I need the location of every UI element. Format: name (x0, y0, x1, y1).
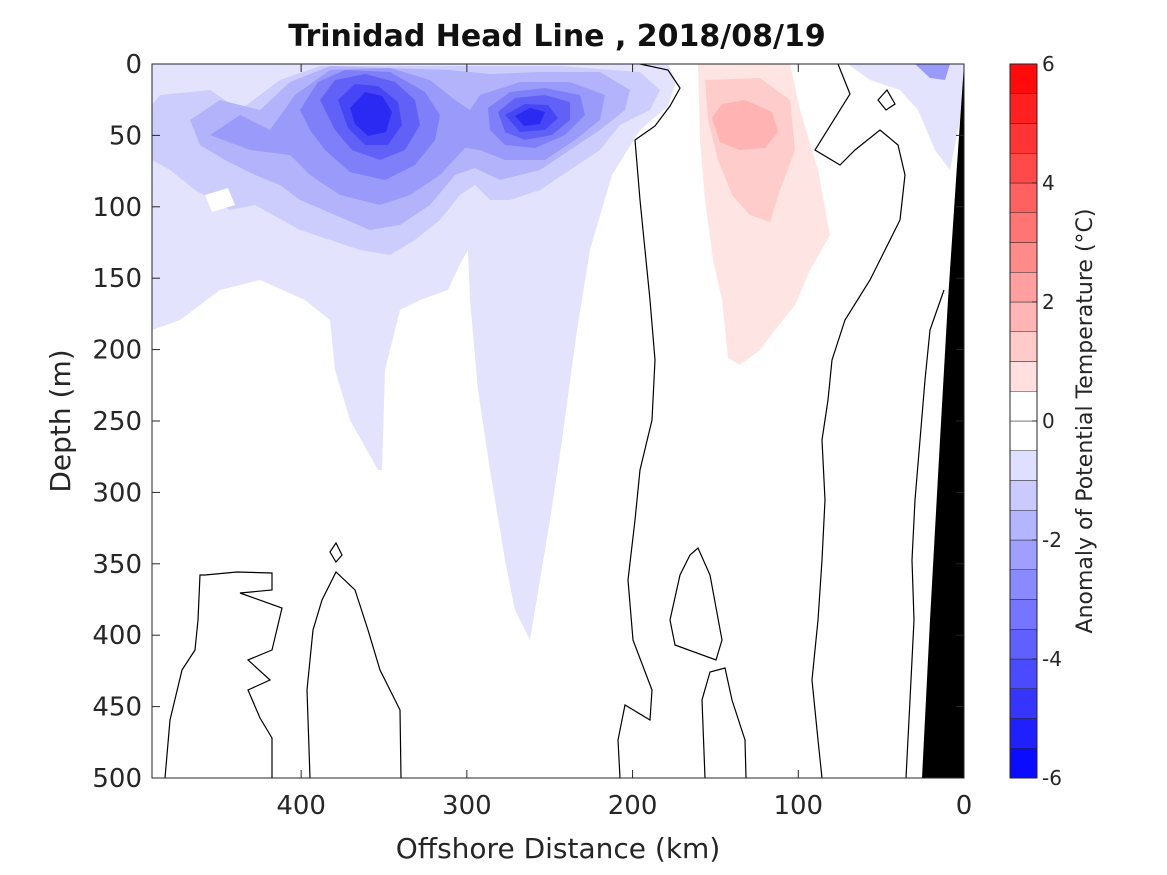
cold-anomaly-nearshore-light (848, 64, 964, 170)
contour-line-1 (617, 64, 681, 778)
colorbar-segment (1009, 123, 1038, 154)
colorbar-segment (1009, 510, 1038, 541)
colorbar-segment (1009, 63, 1038, 94)
colorbar-tick-label: -4 (1042, 647, 1062, 671)
x-tick-label: 200 (608, 791, 658, 821)
colorbar-segment (1009, 420, 1038, 451)
colorbar-segment (1009, 242, 1038, 273)
contour-line-8 (669, 547, 723, 661)
colorbar-segment (1009, 748, 1038, 779)
chart-title: Trinidad Head Line , 2018/08/19 (288, 19, 825, 54)
y-tick-label: 150 (92, 264, 142, 294)
warm-anomaly-level-1-5 (712, 100, 778, 150)
colorbar-tick-label: -6 (1042, 766, 1062, 790)
colorbar-label: Anomaly of Potential Temperature (°C) (1073, 209, 1098, 634)
y-axis: 0 50 100 150 200 250 300 350 400 450 500 (92, 50, 964, 794)
colorbar-segment (1009, 480, 1038, 511)
colorbar-segment (1009, 272, 1038, 303)
contour-line-3 (877, 88, 896, 111)
colorbar-segment (1009, 301, 1038, 332)
cold-anomaly-level-3-5 (338, 84, 558, 145)
y-axis-label: Depth (m) (44, 349, 77, 492)
x-axis-label: Offshore Distance (km) (396, 832, 721, 865)
colorbar-segment (1009, 361, 1038, 392)
contour-line-4 (905, 289, 945, 778)
y-tick-label: 450 (92, 693, 142, 723)
y-tick-label: 500 (92, 764, 142, 794)
colorbar-tick-label: 0 (1042, 409, 1055, 433)
x-tick-label: 100 (773, 791, 823, 821)
y-tick-label: 400 (92, 621, 142, 651)
y-tick-label: 50 (109, 121, 142, 151)
cold-anomaly-nearshore-dark (915, 64, 950, 80)
bathymetry-shelf (922, 64, 964, 778)
contour-line-5 (164, 571, 283, 778)
colorbar-segment (1009, 212, 1038, 243)
colorbar-tick-label: 6 (1042, 52, 1055, 76)
colorbar-segment (1009, 450, 1038, 481)
cold-anomaly-level-4 (350, 92, 545, 136)
y-tick-label: 0 (125, 50, 142, 80)
x-tick-label: 300 (442, 791, 492, 821)
colorbar-segment (1009, 688, 1038, 719)
y-tick-label: 100 (92, 193, 142, 223)
x-axis: 400 300 200 100 0 (276, 64, 972, 821)
colorbar-segment (1009, 539, 1038, 570)
colorbar-segment (1009, 153, 1038, 184)
y-tick-label: 300 (92, 478, 142, 508)
colorbar-segment (1009, 391, 1038, 422)
contour-line-7 (329, 541, 343, 564)
y-tick-label: 350 (92, 550, 142, 580)
colorbar-segment (1009, 569, 1038, 600)
plot-area (151, 63, 965, 779)
y-tick-label: 250 (92, 407, 142, 437)
colorbar-segment (1009, 718, 1038, 749)
zero-contours (164, 64, 945, 778)
contour-line-6 (306, 571, 402, 778)
hole-left (205, 188, 235, 212)
colorbar-tick-label: 4 (1042, 171, 1055, 195)
x-tick-label: 0 (956, 791, 973, 821)
colorbar-segment (1009, 182, 1038, 213)
x-tick-label: 400 (276, 791, 326, 821)
colorbar-tick-label: 2 (1042, 290, 1055, 314)
contour-line-2 (811, 64, 906, 778)
colorbar-tick-label: -2 (1042, 528, 1062, 552)
colorbar-segment (1009, 599, 1038, 630)
colorbar-segment (1009, 331, 1038, 362)
contour-line-9 (701, 667, 747, 778)
y-tick-label: 200 (92, 336, 142, 366)
colorbar-segment (1009, 629, 1038, 660)
colorbar: 6 4 2 0 -2 -4 -6 (1009, 52, 1062, 790)
colorbar-segment (1009, 93, 1038, 124)
colorbar-segment (1009, 658, 1038, 689)
